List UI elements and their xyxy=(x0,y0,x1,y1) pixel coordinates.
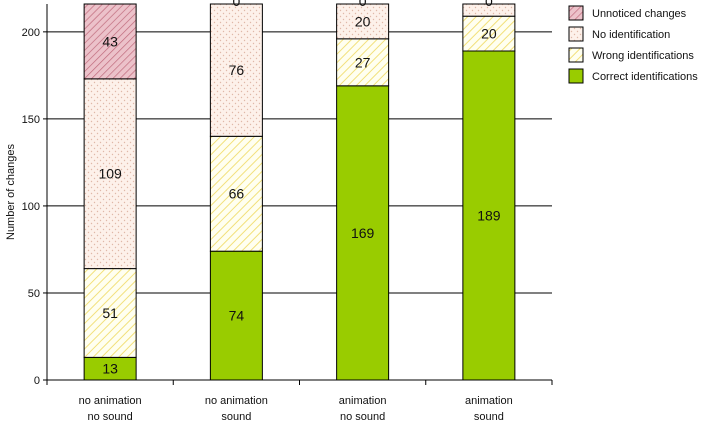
data-label: 51 xyxy=(102,305,118,321)
legend-label: Unnoticed changes xyxy=(592,8,687,20)
x-category-label: sound xyxy=(474,411,504,423)
data-label: 109 xyxy=(98,166,122,182)
data-label: 27 xyxy=(355,54,371,70)
data-label: 0 xyxy=(485,0,493,9)
x-category-label: no sound xyxy=(87,411,132,423)
data-label: 169 xyxy=(351,225,375,241)
y-tick-label: 150 xyxy=(22,114,40,126)
data-label: 0 xyxy=(232,0,240,9)
legend-swatch xyxy=(568,5,584,21)
bar-segment-wrong-identifications xyxy=(336,38,390,87)
x-category-label: sound xyxy=(221,411,251,423)
data-label: 43 xyxy=(102,33,118,49)
legend-swatch xyxy=(568,68,584,84)
data-label: 66 xyxy=(229,186,245,202)
x-category-label: animation xyxy=(339,395,387,407)
bar-segment-no-identification xyxy=(336,3,390,40)
y-tick-label: 200 xyxy=(22,27,40,39)
data-label: 74 xyxy=(229,308,245,324)
bar-segment-no-identification xyxy=(462,3,516,17)
bar-segment-wrong-identifications xyxy=(462,15,516,52)
data-label: 189 xyxy=(477,208,501,224)
y-tick-label: 0 xyxy=(34,375,40,387)
x-category-label: no animation xyxy=(79,395,142,407)
data-label: 13 xyxy=(102,361,118,377)
bar-segment-correct-identifications xyxy=(336,85,390,381)
y-axis-title: Number of changes xyxy=(5,144,17,240)
segment-labels: 13 51 109 43 74 66 76 0 169 27 20 0 189 20 0 xyxy=(98,0,500,377)
bar-segment-no-identification xyxy=(83,78,137,270)
bar-segment-no-identification xyxy=(209,3,263,137)
x-category-label: no animation xyxy=(205,395,268,407)
data-label: 76 xyxy=(229,62,245,78)
data-label: 20 xyxy=(355,13,371,29)
y-tick-label: 100 xyxy=(22,201,40,213)
bar-segment-correct-identifications xyxy=(209,250,263,381)
x-category-label: animation xyxy=(465,395,513,407)
x-category-label: no sound xyxy=(340,411,385,423)
legend: Unnoticed changes No identification Wrong … xyxy=(568,5,698,84)
bar-segment-wrong-identifications xyxy=(83,268,137,358)
bar-segment-unnoticed-changes xyxy=(83,3,137,80)
bars xyxy=(83,3,516,381)
y-tick-label: 50 xyxy=(28,288,40,300)
legend-swatch xyxy=(568,47,584,63)
data-label: 20 xyxy=(481,26,497,42)
axes: 0 50 100 150 200 Number of changes no animatio… xyxy=(5,4,553,423)
legend-swatch xyxy=(568,26,584,42)
legend-label: Correct identifications xyxy=(592,71,698,83)
legend-label: Wrong identifications xyxy=(592,50,694,62)
legend-label: No identification xyxy=(592,29,670,41)
data-label: 0 xyxy=(359,0,367,9)
bar-segment-correct-identifications xyxy=(462,50,516,381)
bar-segment-wrong-identifications xyxy=(209,135,263,252)
